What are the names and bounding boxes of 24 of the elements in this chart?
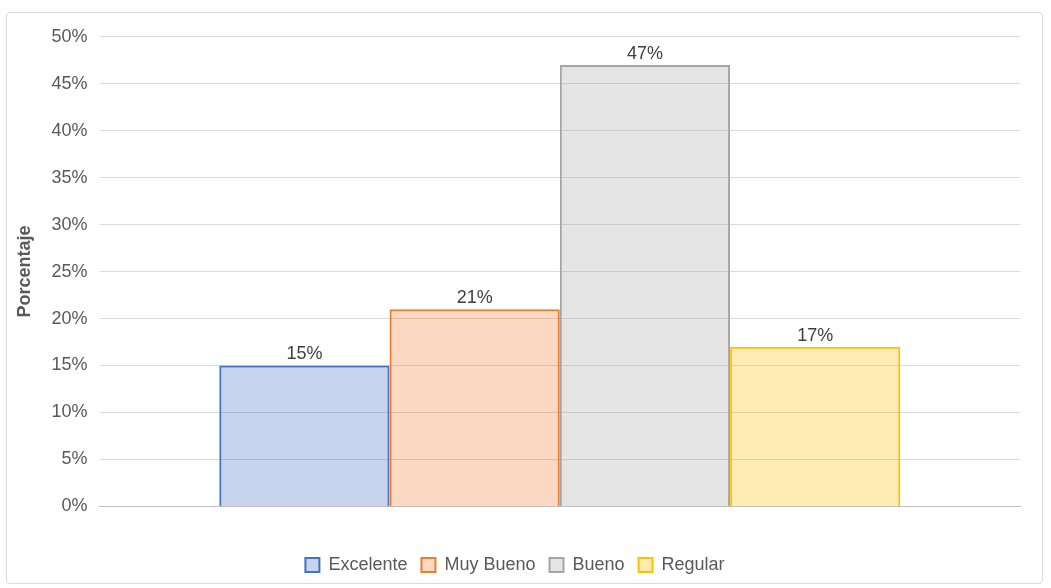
legend-label: Muy Bueno	[444, 553, 536, 574]
y-tick-label: 35%	[51, 166, 88, 187]
y-tick-label: 20%	[51, 307, 88, 328]
y-tick-label: 50%	[51, 25, 88, 46]
y-tick-label: 5%	[61, 448, 88, 469]
legend-label: Bueno	[572, 553, 625, 574]
legend-label: Regular	[661, 553, 725, 574]
data-label: 47%	[626, 42, 663, 63]
bar	[559, 64, 731, 506]
y-tick-label: 10%	[51, 401, 88, 422]
bar	[219, 365, 390, 506]
y-tick-label: 45%	[51, 72, 88, 93]
data-label: 15%	[286, 343, 323, 364]
y-tick-label: 0%	[61, 495, 88, 516]
y-tick-label: 30%	[51, 213, 88, 234]
data-label: 17%	[797, 324, 834, 345]
bar	[730, 346, 901, 506]
bar	[389, 309, 560, 506]
legend-label: Excelente	[328, 553, 408, 574]
y-tick-label: 15%	[51, 354, 88, 375]
y-tick-label: 40%	[51, 119, 88, 140]
y-tick-label: 25%	[51, 260, 88, 281]
data-label: 21%	[456, 287, 493, 308]
y-axis-title: Porcentaje	[13, 225, 34, 318]
